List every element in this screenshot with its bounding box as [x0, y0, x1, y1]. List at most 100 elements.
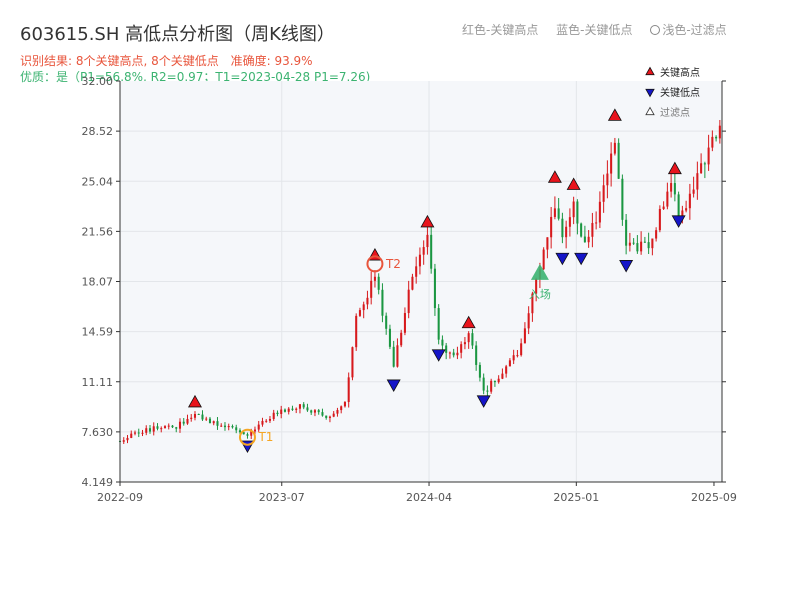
candle-body [366, 297, 369, 305]
candle-body [152, 426, 155, 432]
candle-body [490, 380, 493, 392]
candle-body [542, 249, 545, 270]
candle-body [535, 278, 538, 294]
candle-body [606, 173, 609, 186]
candle-body [370, 280, 373, 298]
key-high-marker [566, 177, 581, 190]
candle-body [628, 242, 631, 246]
candle-body [640, 241, 643, 252]
legend-label: 关键高点 [660, 66, 700, 79]
candle-body [332, 413, 335, 417]
x-tick-label: 2022-09 [97, 491, 143, 504]
candle-body [133, 432, 137, 434]
candle-body [385, 315, 388, 329]
candle-body [670, 183, 673, 192]
candle-body [186, 418, 189, 424]
candle-body [340, 406, 343, 411]
candle-body [358, 310, 361, 316]
candle-body [411, 276, 414, 290]
page-title: 603615.SH 高低点分析图（周K线图） [20, 24, 335, 45]
candle-body [182, 421, 185, 424]
accuracy-text: 准确度: 93.9% [230, 54, 313, 68]
candle-body [598, 201, 601, 223]
candle-body [715, 136, 718, 139]
candle-body [448, 352, 451, 354]
candle-body [688, 193, 691, 209]
candle-body [163, 426, 167, 429]
candle-body [317, 410, 320, 413]
candle-body [613, 142, 616, 154]
candle-body [235, 427, 238, 431]
candle-body [400, 332, 403, 346]
x-tick-label: 2025-09 [691, 491, 737, 504]
candle-body [396, 345, 399, 367]
candle-body [336, 410, 339, 414]
y-tick-label: 18.07 [82, 276, 114, 289]
key-low-marker [386, 379, 401, 392]
y-tick-label: 25.04 [82, 175, 114, 188]
candle-body [666, 191, 669, 207]
candle-body [197, 413, 200, 415]
candle-body [523, 328, 526, 344]
candle-body [148, 428, 152, 432]
candle-body [580, 223, 583, 237]
key-high-marker [607, 108, 622, 121]
y-tick-label: 21.56 [82, 225, 114, 238]
candle-body [550, 216, 553, 238]
candle-body [591, 222, 594, 237]
candle-body [178, 421, 182, 429]
y-tick-label: 4.149 [82, 476, 114, 489]
candle-body [617, 142, 620, 179]
candle-body [655, 230, 658, 239]
candle-body [208, 418, 212, 424]
candle-body [261, 420, 264, 425]
entry-label: 入场 [529, 287, 551, 301]
key-low-marker [671, 215, 686, 228]
candle-body [625, 219, 628, 246]
top-legend: 红色-关键高点 蓝色-关键低点 浅色-过滤点 [462, 21, 741, 38]
x-tick-label: 2024-04 [406, 491, 452, 504]
x-axis-ticks: 2022-09 2023-07 2024-04 2025-01 2025-09 [97, 482, 737, 504]
candle-body [576, 201, 579, 224]
candle-body [325, 415, 328, 418]
candle-body [557, 208, 560, 219]
key-high-marker [667, 161, 682, 175]
candle-body [568, 217, 571, 227]
candle-body [636, 243, 639, 252]
t2-ring [366, 255, 384, 273]
key-low-marker [431, 349, 446, 362]
candle-body [145, 428, 148, 433]
candle-body [287, 408, 290, 412]
key-low-marker [574, 252, 589, 266]
candle-body [302, 404, 305, 408]
key-high-marker [187, 394, 202, 408]
candle-body [692, 189, 695, 194]
candle-body [250, 431, 253, 436]
candle-body [520, 343, 523, 356]
candle-body [313, 410, 316, 413]
x-tick-label: 2025-01 [553, 491, 599, 504]
quality-line: 优质：是（P1=56.8%, R2=0.97；T1=2023-04-28 P1=… [20, 68, 378, 85]
candle-body [268, 418, 271, 421]
candle-body [373, 276, 376, 281]
candle-body [422, 247, 425, 255]
candle-body [508, 360, 511, 367]
key-high-marker [461, 315, 476, 329]
candle-body [212, 421, 215, 424]
candle-body [587, 236, 590, 243]
legend-red-text: 红色-关键高点 [462, 23, 539, 37]
candle-body [456, 352, 459, 356]
candle-body [565, 226, 568, 238]
legend-blue-text: 蓝色-关键低点 [556, 23, 633, 37]
candle-body [381, 289, 384, 316]
candle-body [437, 308, 440, 340]
candle-body [553, 208, 556, 217]
candle-body [418, 254, 421, 267]
candle-body [403, 313, 406, 333]
legend-label: 过滤点 [660, 106, 690, 119]
candle-body [392, 346, 395, 367]
key-high-marker [547, 170, 562, 183]
candle-body [516, 355, 519, 357]
candle-body [310, 410, 313, 413]
